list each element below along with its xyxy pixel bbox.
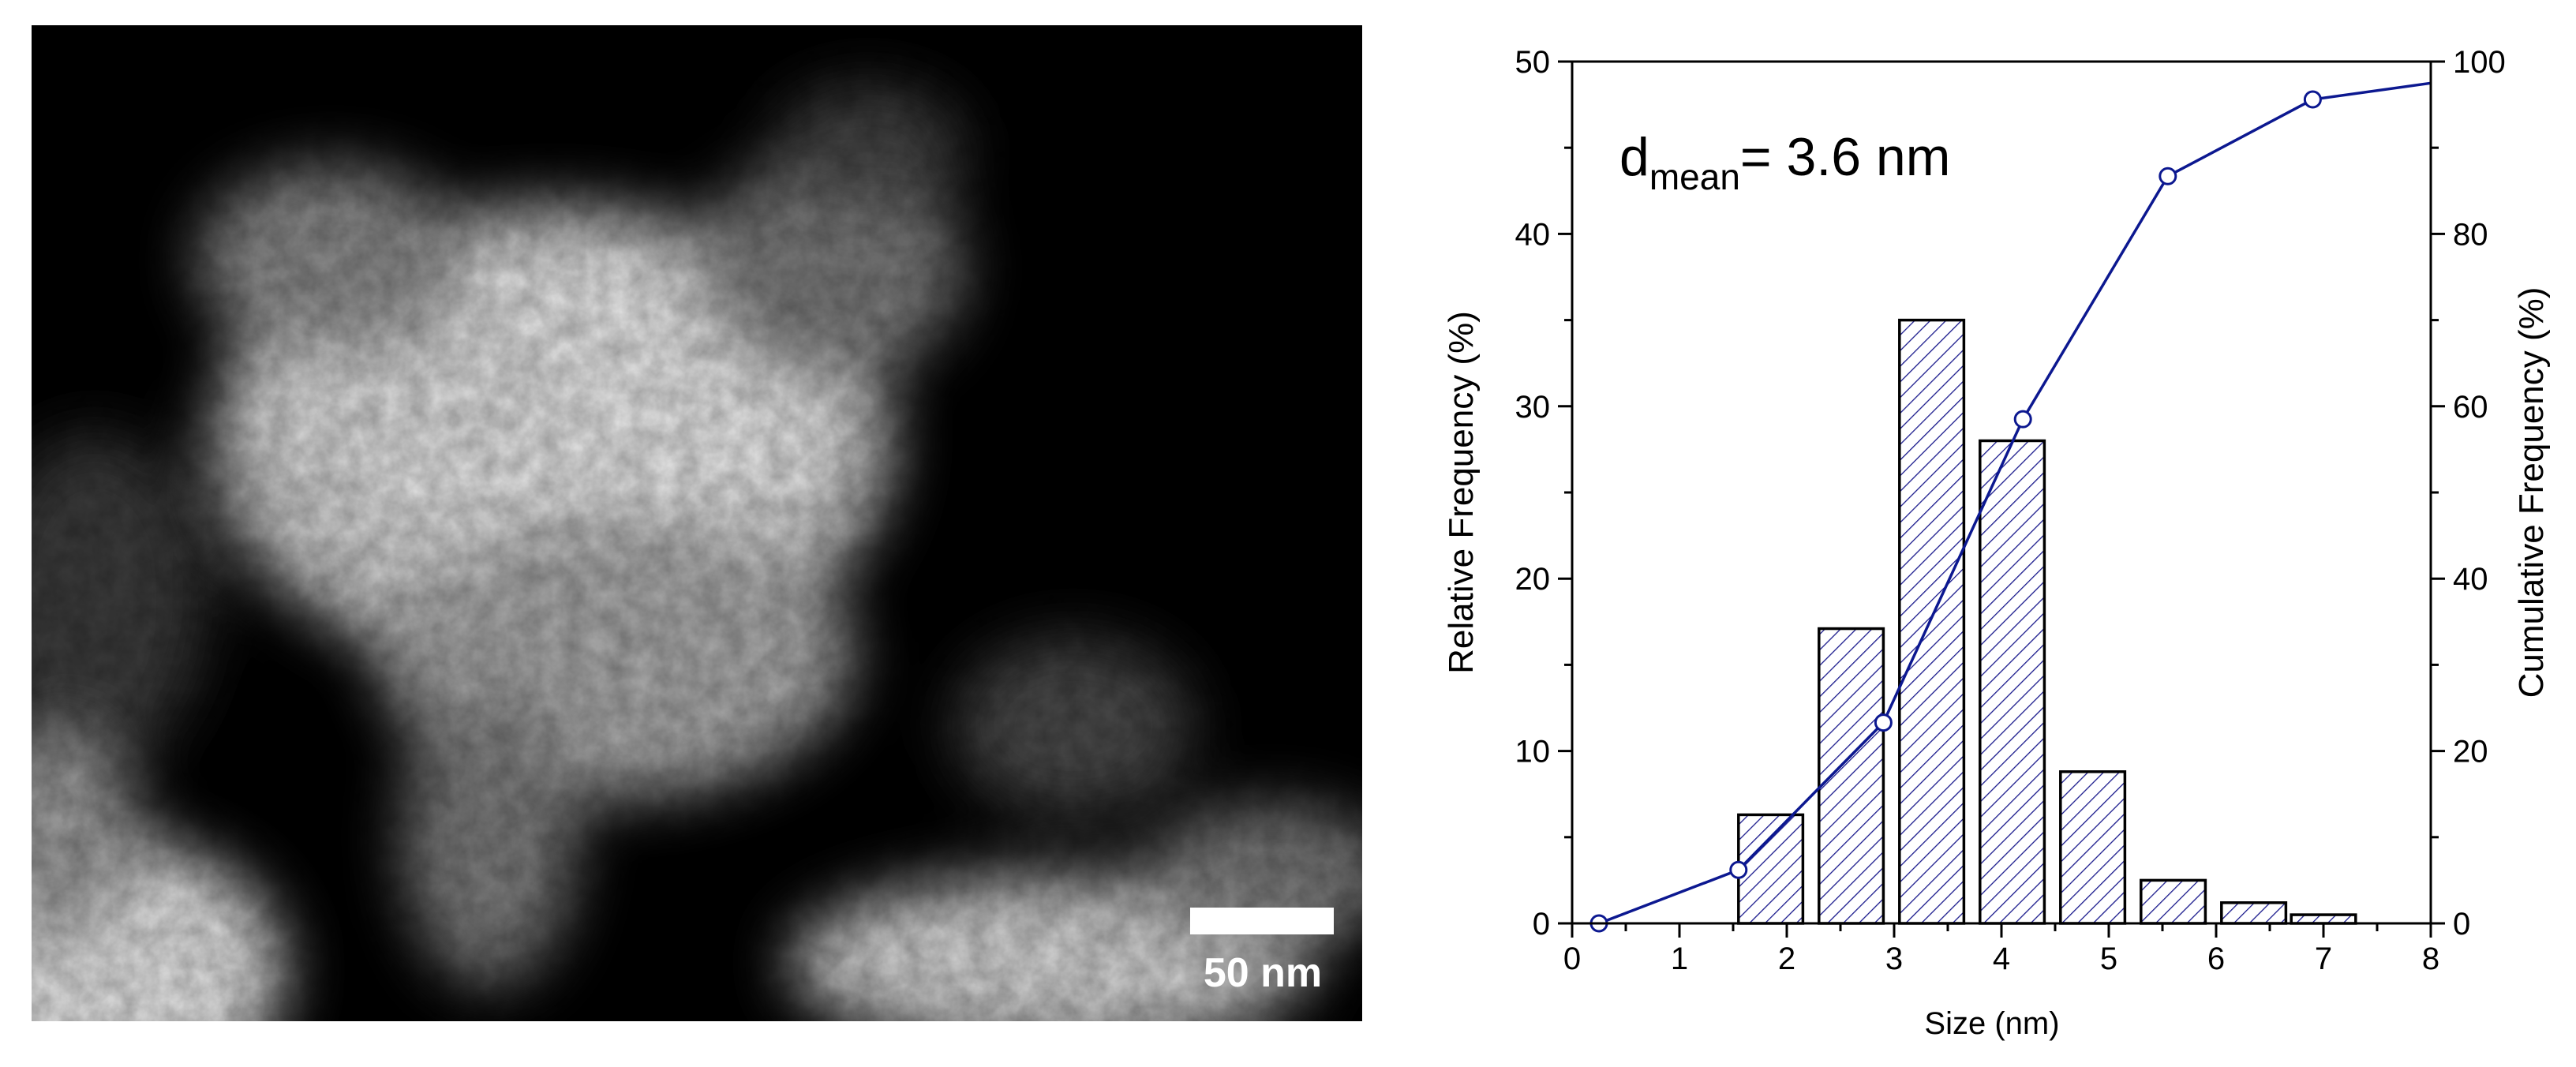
histogram-bars (1737, 318, 2357, 925)
x-tick-label: 5 (2100, 942, 2117, 976)
histogram-bar (1979, 439, 2046, 925)
scale-bar-label: 50 nm (1204, 950, 1322, 996)
left-y-tick-label: 50 (1515, 45, 1551, 80)
annotation-value: = 3.6 nm (1740, 127, 1951, 187)
x-tick-label: 6 (2207, 942, 2225, 976)
x-tick-label: 0 (1563, 942, 1581, 976)
histogram-bar (1737, 813, 1805, 925)
left-y-tick-label: 40 (1515, 217, 1551, 252)
x-tick-label: 3 (1885, 942, 1903, 976)
x-tick-label: 8 (2422, 942, 2439, 976)
right-y-tick-label: 20 (2453, 735, 2488, 769)
mean-size-annotation: dmean= 3.6 nm (1619, 127, 1950, 197)
left-axis-label: Relative Frequency (%) (1442, 311, 1481, 674)
x-tick-label: 2 (1778, 942, 1795, 976)
right-y-tick-label: 0 (2453, 907, 2470, 942)
x-axis-label: Size (nm) (1924, 1006, 2059, 1041)
histogram-bar (1818, 627, 1885, 925)
left-y-tick-label: 30 (1515, 390, 1551, 425)
left-y-tick-label: 10 (1515, 735, 1551, 769)
right-y-tick-label: 60 (2453, 390, 2488, 425)
cumulative-point (1729, 860, 1748, 879)
right-axis-label: Cumulative Frequency (%) (2512, 287, 2551, 698)
histogram-bar (2059, 770, 2127, 925)
electron-micrograph: 50 nm (32, 25, 1362, 1021)
right-y-tick-label: 100 (2453, 45, 2506, 80)
annotation-symbol: d (1619, 127, 1649, 187)
x-tick-label: 4 (1993, 942, 2010, 976)
histogram-bar (2140, 878, 2207, 925)
histogram-bar (2290, 913, 2357, 925)
cumulative-point (2303, 90, 2322, 109)
annotation-subscript: mean (1649, 156, 1740, 197)
scale-bar (1190, 908, 1334, 934)
left-y-tick-label: 20 (1515, 562, 1551, 597)
x-tick-label: 1 (1671, 942, 1688, 976)
histogram-bar (1898, 318, 1966, 925)
cumulative-point (1874, 713, 1893, 732)
cumulative-point (2159, 167, 2177, 185)
left-y-tick-label: 0 (1533, 907, 1550, 942)
x-tick-label: 7 (2315, 942, 2332, 976)
cumulative-point (2013, 410, 2032, 429)
right-y-tick-label: 80 (2453, 217, 2488, 252)
cumulative-curve (1589, 81, 2432, 933)
histogram-bar (2220, 901, 2288, 925)
right-y-tick-label: 40 (2453, 562, 2488, 597)
